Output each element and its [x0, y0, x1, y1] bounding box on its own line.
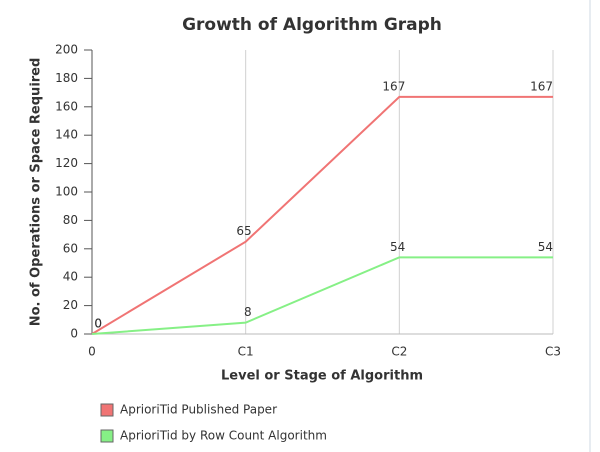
y-tick-label: 60: [63, 241, 78, 255]
series-line: [91, 95, 553, 335]
y-tick-label: 200: [55, 43, 78, 57]
data-label: 0: [94, 317, 102, 331]
y-tick-label: 180: [55, 71, 78, 85]
data-label: 54: [538, 240, 553, 254]
y-tick-label: 0: [70, 327, 78, 341]
data-label: 65: [236, 224, 251, 238]
data-label: 54: [390, 240, 405, 254]
data-label: 167: [530, 79, 553, 93]
y-tick-label: 120: [55, 156, 78, 170]
y-axis-label: No. of Operations or Space Required: [29, 58, 44, 327]
legend-swatch: [100, 429, 114, 443]
data-label: 0: [94, 317, 102, 331]
y-tick-label: 40: [63, 270, 78, 284]
legend-label: AprioriTid Published Paper: [120, 403, 277, 417]
legend-swatch: [100, 403, 114, 417]
x-tick-label: C2: [391, 345, 407, 359]
x-axis-label: Level or Stage of Algorithm: [221, 369, 423, 384]
y-tick-label: 140: [55, 128, 78, 142]
legend-label: AprioriTid by Row Count Algorithm: [120, 429, 327, 443]
y-tick-label: 100: [55, 185, 78, 199]
y-tick-label: 80: [63, 213, 78, 227]
x-tick-label: 0: [88, 345, 96, 359]
chart-title: Growth of Algorithm Graph: [182, 15, 442, 35]
x-tick-label: C3: [545, 345, 561, 359]
series-line: [91, 256, 553, 335]
data-label: 8: [244, 305, 252, 319]
y-tick-label: 160: [55, 99, 78, 113]
data-label: 167: [382, 79, 405, 93]
x-tick-label: C1: [238, 345, 254, 359]
y-tick-label: 20: [63, 298, 78, 312]
